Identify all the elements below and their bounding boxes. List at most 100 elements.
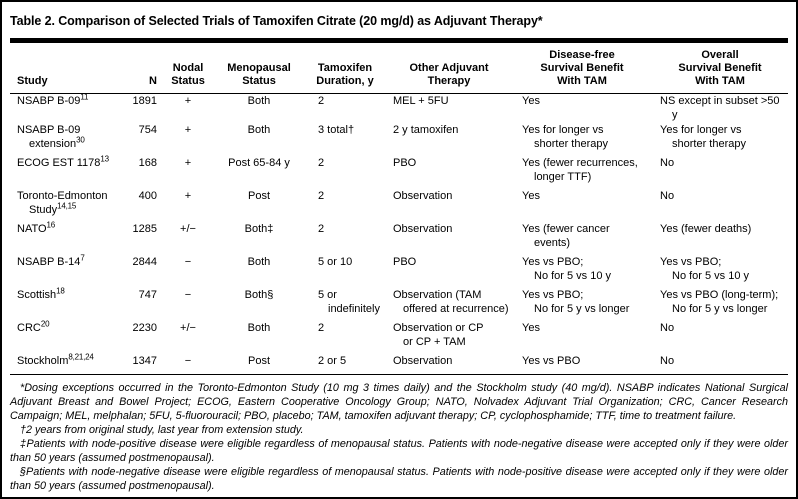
comparison-table: Study N Nodal Status Menopausal Status T… — [10, 43, 788, 374]
cell-nodal: + — [184, 190, 192, 202]
cell-meno: Both§ — [244, 289, 274, 301]
cell-meno: Both — [247, 322, 271, 334]
cell-nodal: + — [184, 157, 192, 169]
cell-duration: 3 total† — [318, 124, 355, 136]
cell-meno: Post 65-84 y — [228, 157, 290, 169]
col-header-overall-survival: Overall Survival Benefit With TAM — [652, 43, 788, 94]
cell-nodal: + — [184, 95, 192, 107]
cell-dfs: Yes for longer vs shorter therapy — [522, 124, 608, 150]
cell-n: 2844 — [132, 256, 157, 268]
cell-dfs: Yes (fewer recurrences, longer TTF) — [522, 157, 638, 183]
col-header-disease-free: Disease-free Survival Benefit With TAM — [512, 43, 652, 94]
cell-n: 1891 — [132, 95, 157, 107]
footnote-section: §Patients with node-negative disease wer… — [10, 466, 788, 492]
table-row: ECOG EST 117813 168 + Post 65-84 y 2 PBO Yes (… — [10, 154, 788, 189]
cell-duration: 2 — [318, 95, 325, 107]
cell-os: NS except in subset >50 y — [660, 95, 780, 121]
cell-other: 2 y tamoxifen — [393, 124, 459, 136]
col-header-menopausal-status: Menopausal Status — [214, 43, 304, 94]
cell-dfs: Yes — [522, 95, 540, 107]
cell-n: 168 — [138, 157, 157, 169]
cell-n: 400 — [138, 190, 157, 202]
cell-dfs: Yes vs PBO — [522, 355, 581, 367]
table-row: NSABP B-09 extension30 754 + Both 3 total† 2 … — [10, 123, 788, 156]
cell-nodal: − — [184, 256, 192, 268]
table-row: NSABP B-0911 1891 + Both 2 MEL + 5FU Yes NS exc… — [10, 92, 788, 124]
cell-study: CRC20 — [17, 319, 50, 334]
cell-meno: Both — [247, 95, 271, 107]
cell-duration: 2 — [318, 223, 325, 235]
cell-os: Yes (fewer deaths) — [660, 223, 752, 235]
footnote-double-dagger: ‡Patients with node-positive disease wer… — [10, 438, 788, 464]
bottom-rule — [10, 373, 788, 375]
cell-other: Observation or CP or CP + TAM — [393, 322, 484, 348]
cell-os: Yes for longer vs shorter therapy — [660, 124, 746, 150]
cell-dfs: Yes (fewer cancer events) — [522, 223, 610, 249]
cell-meno: Post — [247, 355, 270, 367]
table-row: Stockholm8,21,24 1347 − Post 2 or 5 Observati… — [10, 352, 788, 374]
cell-n: 747 — [138, 289, 157, 301]
cell-other: PBO — [393, 157, 417, 169]
cell-os: No — [660, 157, 675, 169]
cell-study: NSABP B-0911 — [17, 92, 89, 107]
cell-other: Observation — [393, 190, 453, 202]
cell-dfs: Yes vs PBO; No for 5 y vs longer — [522, 289, 630, 315]
cell-n: 2230 — [132, 322, 157, 334]
footnote-dagger: †2 years from original study, last year … — [20, 424, 304, 436]
cell-meno: Both‡ — [244, 223, 274, 235]
cell-nodal: +/− — [180, 223, 196, 235]
cell-other: PBO — [393, 256, 417, 268]
cell-other: Observation — [393, 355, 453, 367]
cell-study: Toronto-Edmonton Study14,15 — [17, 190, 108, 216]
table-row: NSABP B-147 2844 − Both 5 or 10 PBO Yes vs PBO… — [10, 253, 788, 288]
table-header: Study N Nodal Status Menopausal Status T… — [10, 43, 788, 94]
cell-duration: 2 — [318, 322, 325, 334]
cell-other: Observation — [393, 223, 453, 235]
cell-nodal: − — [184, 289, 192, 301]
cell-study: NSABP B-147 — [17, 253, 85, 268]
footnote-asterisk: *Dosing exceptions occurred in the Toron… — [10, 382, 788, 422]
table-row: Toronto-Edmonton Study14,15 400 + Post 2 Obse… — [10, 189, 788, 222]
header-row: Study N Nodal Status Menopausal Status T… — [10, 43, 788, 94]
cell-os: Yes vs PBO (long-term); No for 5 y vs lo… — [660, 289, 779, 315]
table-row: NATO16 1285 +/− Both‡ 2 Observation Yes (fewer… — [10, 220, 788, 255]
cell-os: No — [660, 322, 675, 334]
table-row: CRC20 2230 +/− Both 2 Observation or CP or CP… — [10, 319, 788, 354]
top-thick-rule — [10, 38, 788, 43]
table-body: NSABP B-0911 1891 + Both 2 MEL + 5FU Yes NS exc… — [10, 92, 788, 374]
cell-os: No — [660, 190, 675, 202]
cell-other: MEL + 5FU — [393, 95, 449, 107]
cell-dfs: Yes — [522, 322, 540, 334]
cell-study: NATO16 — [17, 220, 56, 235]
cell-duration: 5 or 10 — [318, 256, 353, 268]
col-header-study: Study — [10, 43, 120, 94]
cell-n: 1347 — [132, 355, 157, 367]
col-header-nodal-status: Nodal Status — [162, 43, 214, 94]
cell-duration: 2 — [318, 190, 325, 202]
cell-dfs: Yes vs PBO; No for 5 vs 10 y — [522, 256, 612, 282]
table-row: Scottish18 747 − Both§ 5 or indefinitely Obse… — [10, 286, 788, 321]
cell-study: Stockholm8,21,24 — [17, 352, 94, 367]
cell-other: Observation (TAM offered at recurrence) — [393, 289, 509, 315]
footnotes: *Dosing exceptions occurred in the Toron… — [2, 375, 796, 493]
cell-duration: 2 — [318, 157, 325, 169]
cell-dfs: Yes — [522, 190, 540, 202]
cell-study: NSABP B-09 extension30 — [17, 124, 85, 150]
cell-study: ECOG EST 117813 — [17, 154, 109, 169]
table-region: Study N Nodal Status Menopausal Status T… — [2, 38, 796, 375]
cell-os: Yes vs PBO; No for 5 vs 10 y — [660, 256, 750, 282]
cell-nodal: + — [184, 124, 192, 136]
cell-study: Scottish18 — [17, 286, 65, 301]
table-title: Table 2. Comparison of Selected Trials o… — [10, 14, 543, 28]
cell-nodal: − — [184, 355, 192, 367]
col-header-n: N — [120, 43, 162, 94]
cell-meno: Both — [247, 124, 271, 136]
cell-n: 754 — [138, 124, 157, 136]
cell-os: No — [660, 355, 675, 367]
cell-n: 1285 — [132, 223, 157, 235]
cell-meno: Both — [247, 256, 271, 268]
cell-duration: 5 or indefinitely — [318, 289, 380, 315]
cell-nodal: +/− — [180, 322, 196, 334]
cell-meno: Post — [247, 190, 270, 202]
col-header-other-adjuvant: Other Adjuvant Therapy — [386, 43, 512, 94]
